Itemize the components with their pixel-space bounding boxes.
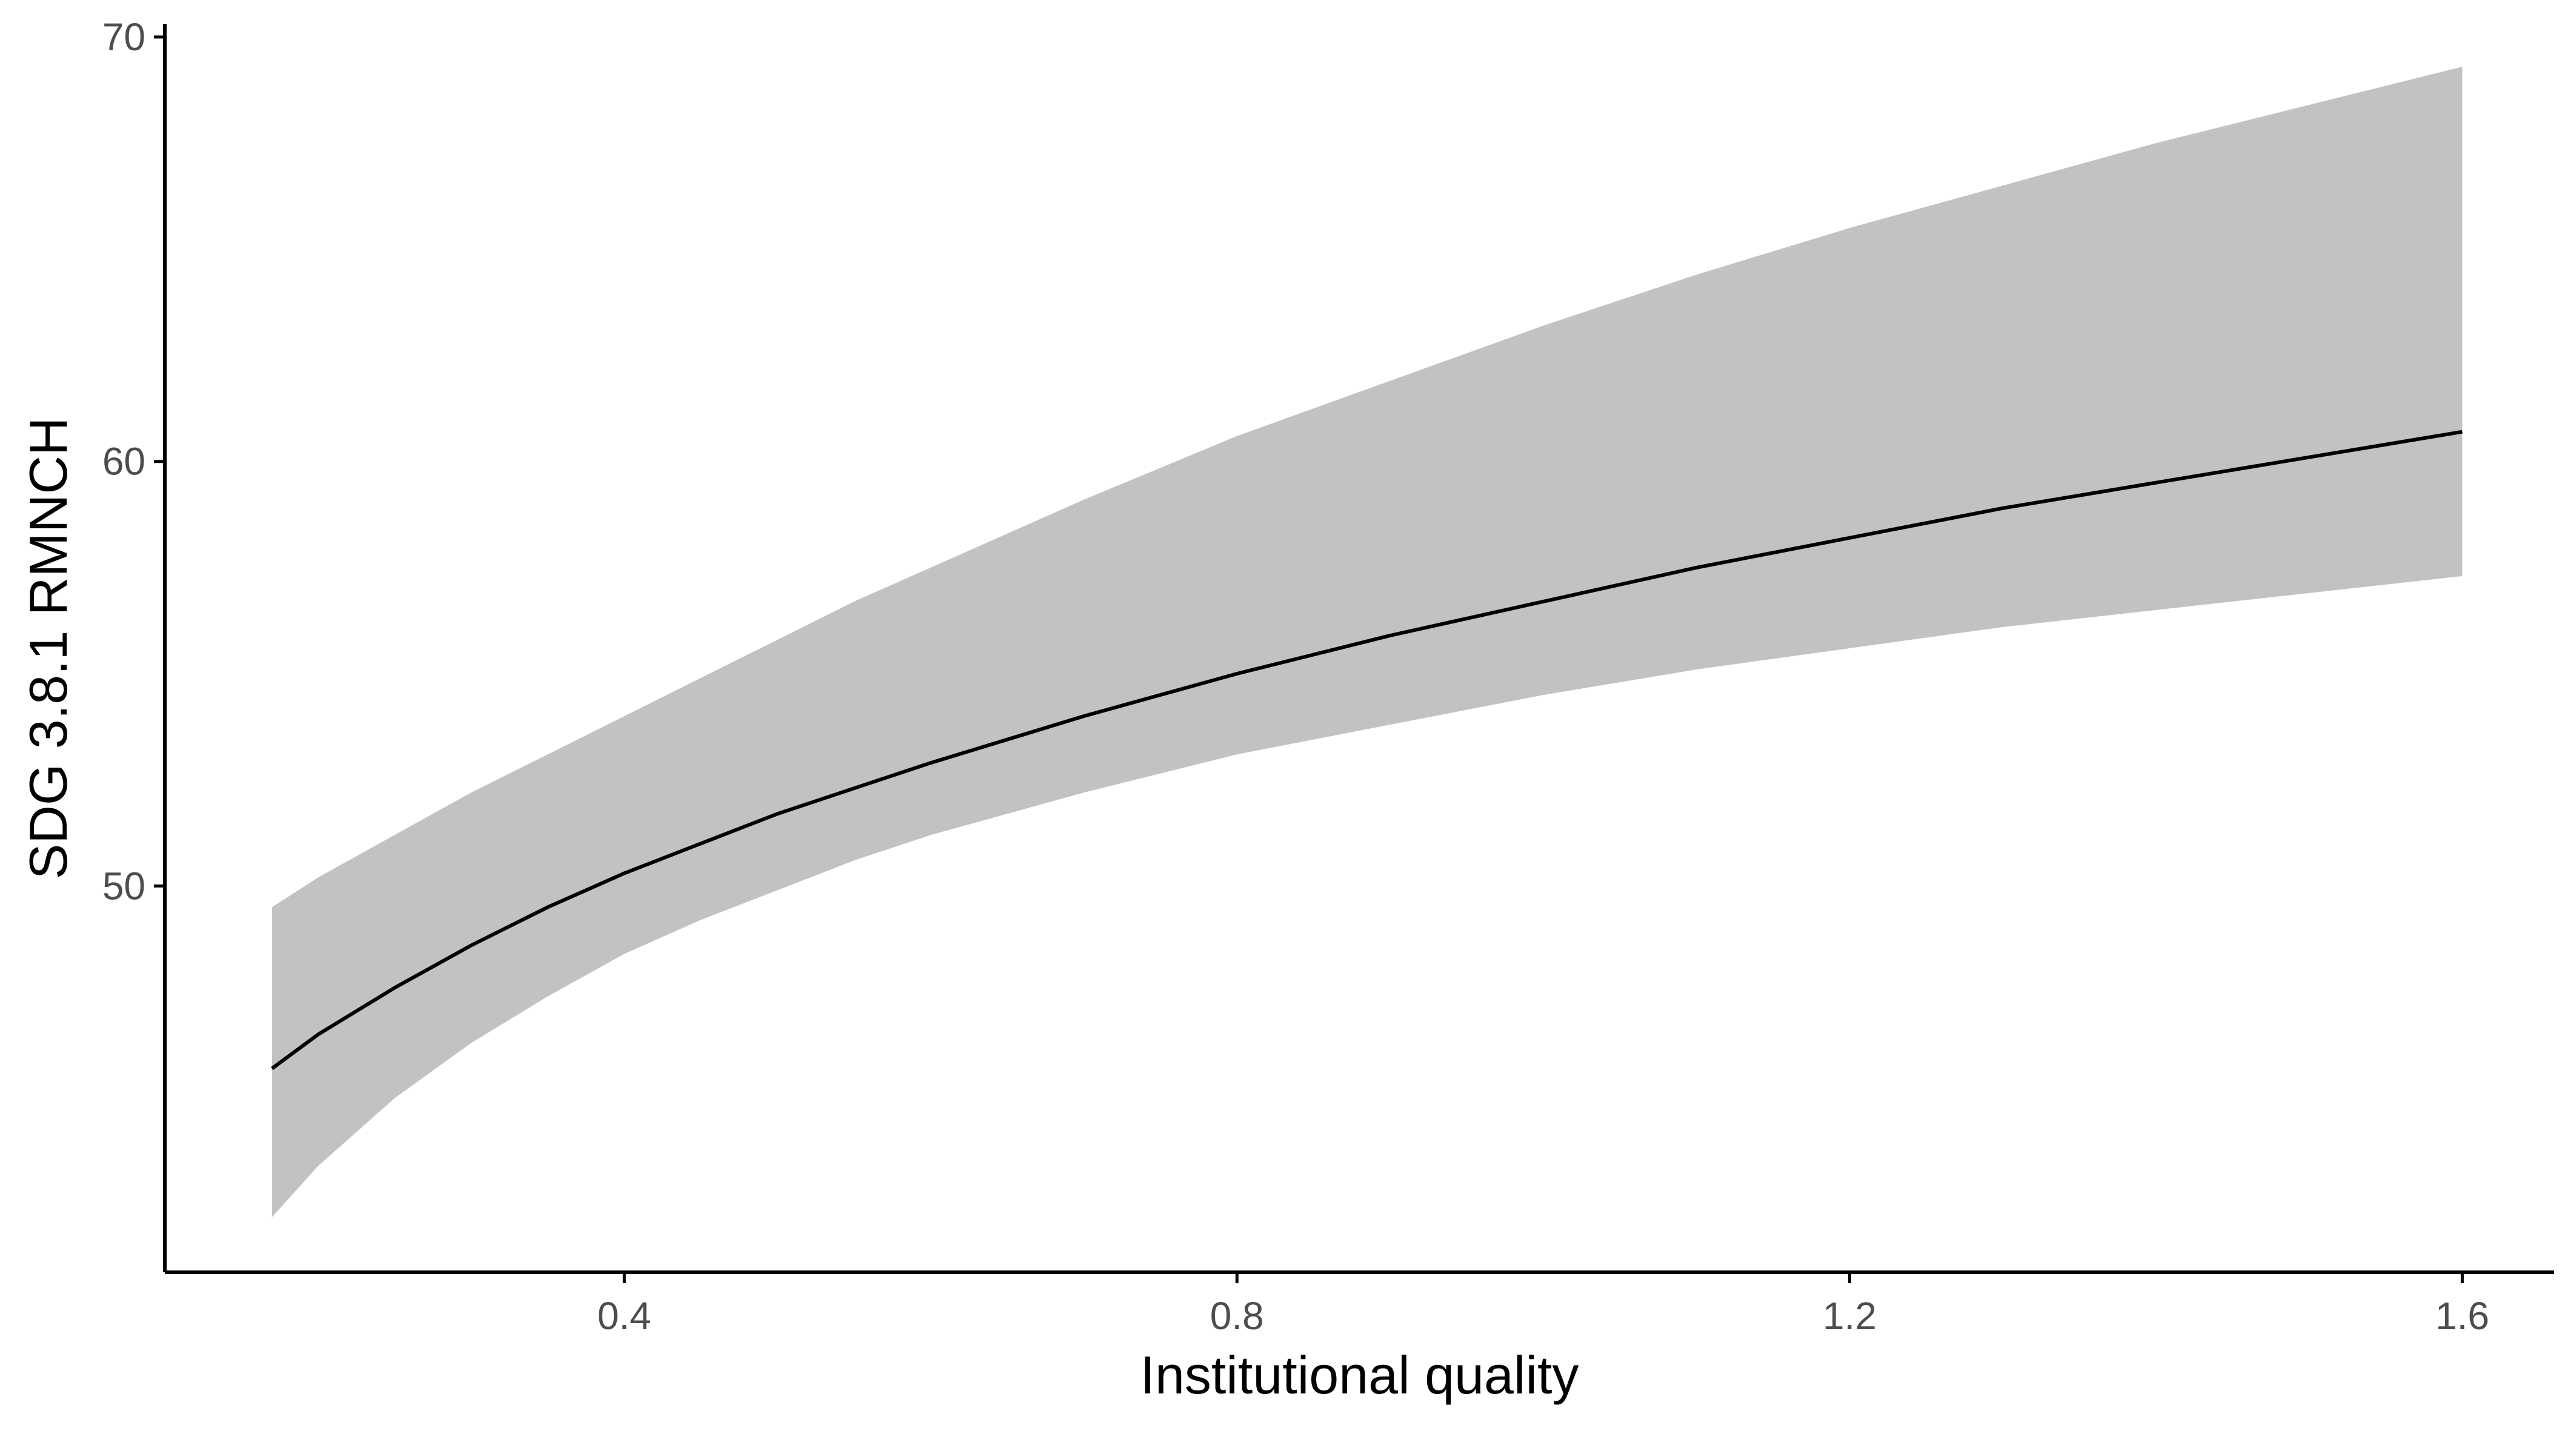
y-ticks: 50 60 70 (102, 15, 165, 908)
axes-layer (163, 24, 2554, 1274)
y-tick-label: 60 (102, 440, 145, 483)
x-axis-title: Institutional quality (1140, 1345, 1579, 1405)
y-axis-title: SDG 3.8.1 RMNCH (18, 417, 78, 880)
x-ticks: 0.4 0.8 1.2 1.6 (597, 1272, 2489, 1338)
x-tick-label: 0.8 (1210, 1294, 1264, 1338)
y-tick-label: 50 (102, 864, 145, 908)
fitted-line (271, 430, 2463, 1071)
y-tick-label: 70 (102, 15, 145, 59)
series-line-layer (271, 430, 2463, 1071)
x-tick-label: 1.2 (1823, 1294, 1877, 1338)
x-tick-label: 1.6 (2435, 1294, 2489, 1338)
x-tick-label: 0.4 (597, 1294, 651, 1338)
